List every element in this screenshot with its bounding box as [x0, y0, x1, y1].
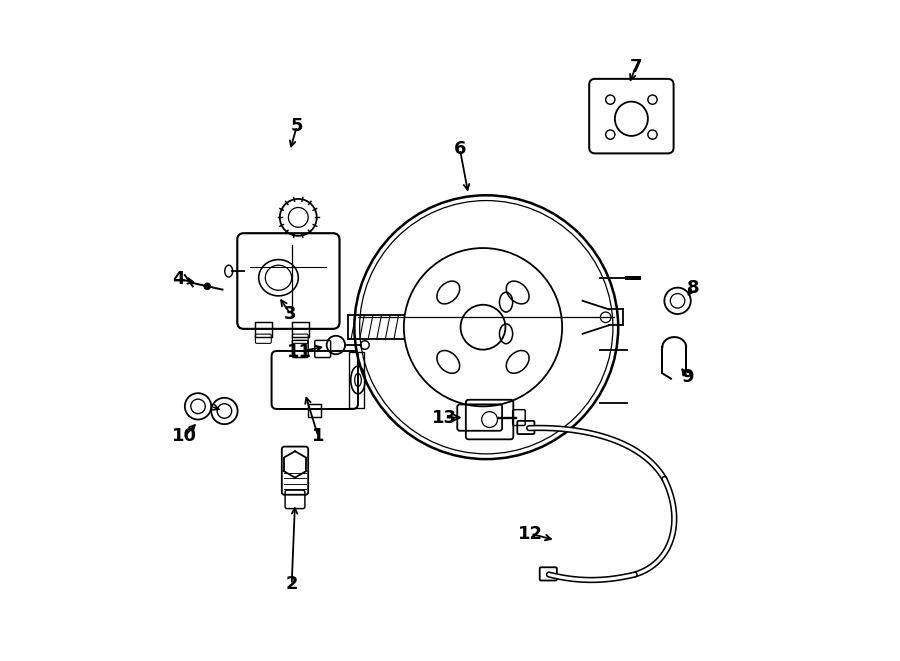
Text: 6: 6	[454, 140, 466, 158]
Circle shape	[204, 283, 211, 290]
Text: 12: 12	[518, 525, 543, 543]
Text: 11: 11	[287, 342, 312, 361]
Text: 13: 13	[432, 408, 457, 426]
Text: 2: 2	[285, 576, 298, 594]
Text: 9: 9	[681, 368, 694, 385]
Text: 10: 10	[172, 427, 197, 445]
Text: 7: 7	[630, 58, 643, 75]
Text: 3: 3	[284, 305, 297, 323]
Text: 5: 5	[291, 117, 303, 135]
Text: 8: 8	[687, 279, 699, 297]
Text: 1: 1	[311, 427, 324, 445]
Text: 4: 4	[172, 270, 184, 288]
